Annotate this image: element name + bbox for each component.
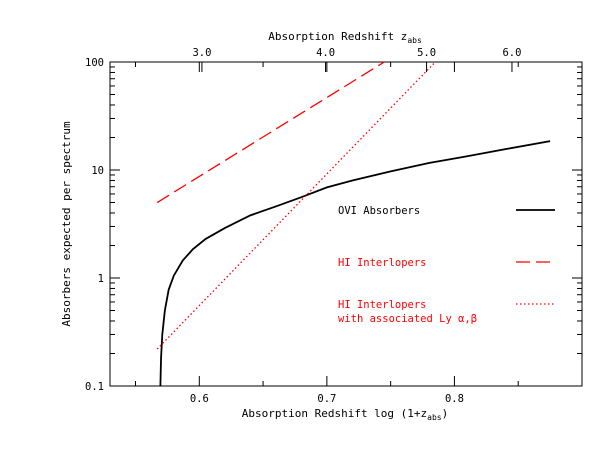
top-tick-label: 6.0: [502, 47, 521, 59]
y-tick-label: 100: [85, 57, 104, 69]
legend-label: HI Interlopers: [338, 257, 427, 269]
top-tick-label: 3.0: [192, 47, 211, 59]
top-axis-title-sub: abs: [407, 36, 422, 45]
x-axis-title-main: Absorption Redshift log (1+z: [242, 407, 427, 420]
legend-label: with associated Ly α,β: [338, 313, 477, 325]
ticks: [110, 61, 582, 387]
x-axis-title-sub: abs: [427, 413, 442, 422]
series-line-3: [156, 61, 436, 350]
y-tick-label: 1: [98, 273, 104, 285]
x-tick-label: 0.8: [445, 393, 464, 405]
series-line-1: [159, 140, 551, 387]
series-line-2: [156, 61, 385, 204]
series-layer: [156, 61, 551, 387]
top-tick-label: 5.0: [417, 47, 436, 59]
x-tick-label: 0.7: [317, 393, 336, 405]
y-tick-label: 10: [91, 165, 104, 177]
top-axis-title: Absorption Redshift zabs: [268, 30, 422, 45]
y-tick-label: 0.1: [85, 381, 104, 393]
x-axis-title-tail: ): [442, 407, 449, 420]
x-axis-title: Absorption Redshift log (1+zabs): [242, 407, 449, 422]
y-axis-title: Absorbers expected per spectrum: [60, 121, 73, 327]
top-tick-label: 4.0: [316, 47, 335, 59]
top-axis-title-main: Absorption Redshift z: [268, 30, 407, 43]
legend: OVI Absorbers HI Interlopers HI Interloper…: [338, 205, 555, 325]
tick-labels: 0.6 0.7 0.8 3.0 4.0 5.0 6.0 0.1 1 10 100: [85, 47, 521, 405]
x-tick-label: 0.6: [190, 393, 209, 405]
legend-label: HI Interlopers: [338, 299, 427, 311]
legend-label: OVI Absorbers: [338, 205, 420, 217]
plot-frame: [109, 61, 583, 387]
